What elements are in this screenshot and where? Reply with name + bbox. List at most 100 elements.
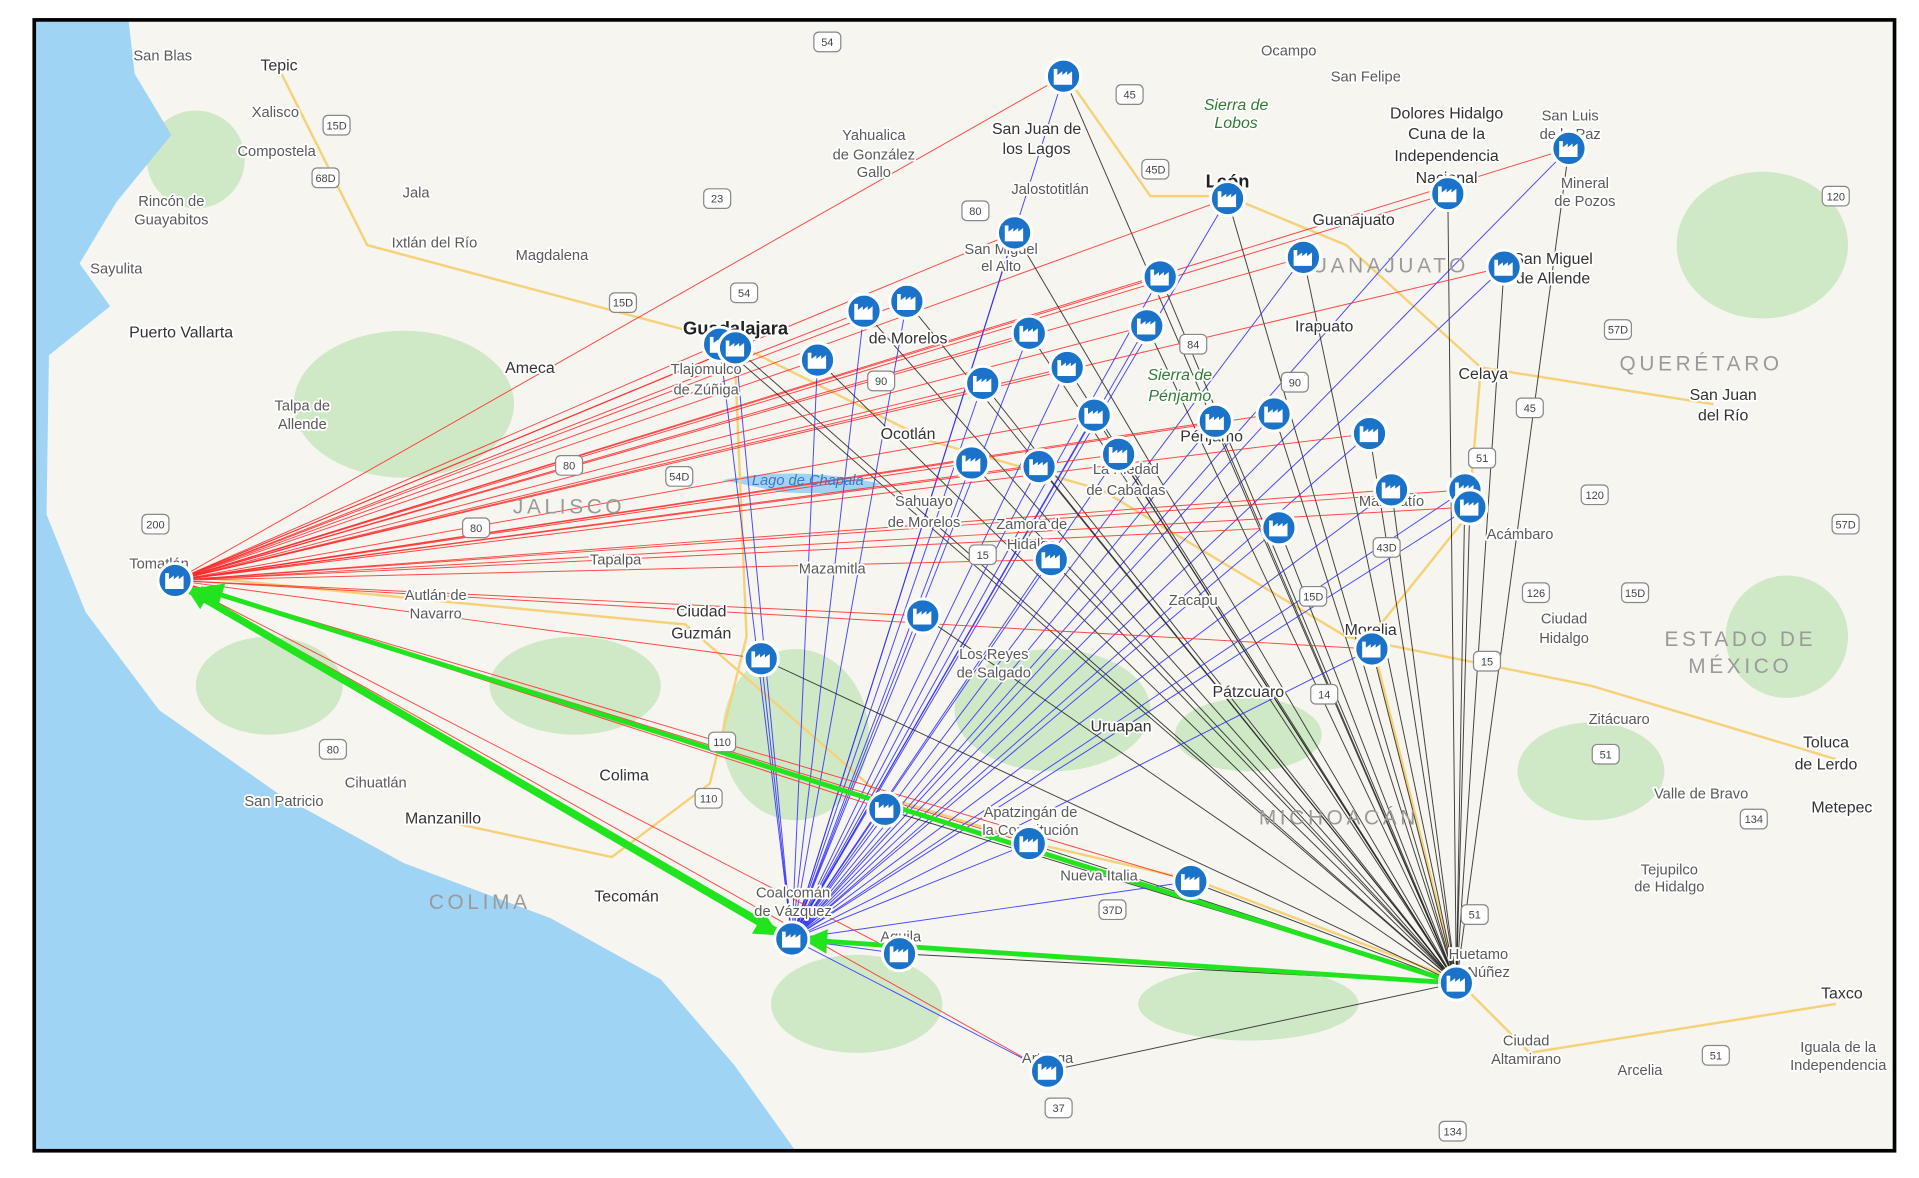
- place-label: de Morelos: [869, 331, 948, 348]
- place-label: Cihuatlán: [345, 775, 407, 791]
- road-shield: [1372, 536, 1401, 558]
- edge: [791, 266, 1505, 940]
- place-label: Pátzcuaro: [1213, 684, 1285, 701]
- factory-icon: [1285, 238, 1322, 276]
- edge: [791, 506, 1471, 940]
- road-number: 51: [1469, 910, 1481, 922]
- place-label: Irapuato: [1295, 318, 1354, 335]
- road-shield: [1603, 319, 1633, 340]
- edge: [791, 360, 819, 940]
- road-number: 80: [327, 744, 339, 756]
- road-number: 80: [563, 461, 575, 473]
- road-shield: [707, 731, 737, 753]
- place-label: COLIMA: [429, 891, 531, 914]
- road-shield: [1580, 484, 1609, 506]
- road-shield: [1310, 683, 1339, 705]
- edge: [735, 347, 1457, 984]
- place-label: Tejupilco: [1641, 862, 1698, 878]
- edge: [1455, 148, 1570, 984]
- factory-icon: [156, 562, 194, 599]
- factory-icon: [799, 341, 836, 379]
- road-number: 120: [1827, 191, 1845, 203]
- edge: [1302, 257, 1457, 984]
- edge: [817, 359, 1457, 984]
- road-shield: [1115, 84, 1144, 105]
- edge: [791, 489, 1392, 940]
- place-label: Apatzingán de: [984, 805, 1078, 821]
- place-label: Magdalena: [516, 248, 589, 264]
- edge: [1371, 648, 1457, 984]
- road-shield: [968, 544, 997, 566]
- edge: [174, 256, 1304, 581]
- factory-icon: [1010, 314, 1048, 352]
- road-shield: [311, 167, 340, 189]
- road-number: 110: [700, 793, 718, 805]
- factory-icon: [1010, 825, 1048, 862]
- place-label: Coalcomán: [756, 886, 830, 902]
- road-number: 80: [969, 206, 981, 218]
- place-label: Jala: [403, 186, 431, 202]
- road-number: 57D: [1608, 325, 1628, 337]
- place-label: MICHOACÁN: [1259, 807, 1419, 830]
- road-shield: [555, 454, 584, 476]
- place-label: Jalostotitlán: [1011, 182, 1088, 198]
- road-number: 51: [1600, 749, 1612, 761]
- place-label: Independencia: [1790, 1058, 1887, 1074]
- edge: [791, 489, 1466, 940]
- vegetation-patch: [293, 330, 515, 478]
- place-label: Guzmán: [671, 625, 731, 642]
- place-label: Altamirano: [1491, 1052, 1561, 1068]
- place-label: de Salgado: [957, 665, 1031, 681]
- factory-icon: [1260, 509, 1298, 547]
- factory-icon: [1209, 180, 1246, 217]
- road-number: 15D: [613, 298, 633, 310]
- place-label: Lobos: [1214, 115, 1257, 132]
- road-shield: [665, 466, 694, 487]
- edge: [174, 193, 1448, 581]
- place-label: Sahuayo: [895, 494, 953, 510]
- place-label: Talpa de: [275, 399, 330, 415]
- place-label: Colima: [599, 767, 649, 784]
- place-label: San Luis: [1542, 108, 1599, 124]
- place-label: Tepic: [260, 58, 297, 75]
- place-label: Navarro: [410, 607, 462, 623]
- factory-icon: [1032, 541, 1070, 578]
- vegetation-patch: [1676, 171, 1849, 319]
- road-shield: [1620, 582, 1650, 604]
- road-shield: [813, 31, 842, 53]
- road-number: 90: [875, 376, 887, 388]
- road-shield: [1472, 650, 1502, 672]
- edge: [174, 300, 908, 581]
- edge: [1273, 413, 1457, 984]
- place-label: Valle de Bravo: [1654, 786, 1748, 802]
- road-shield: [322, 114, 351, 136]
- road-number: 120: [1585, 490, 1603, 502]
- vegetation-patch: [771, 954, 943, 1053]
- place-label: Cuna de la: [1408, 126, 1485, 143]
- road-shield: [1521, 582, 1551, 604]
- factory-icon: [996, 214, 1033, 252]
- edge: [791, 843, 1030, 940]
- factory-icon: [1048, 349, 1086, 386]
- place-label: de Zúñiga: [674, 383, 740, 399]
- place-label: Ocotlán: [881, 426, 936, 443]
- edge: [1455, 489, 1466, 984]
- edge: [791, 383, 984, 940]
- edge: [719, 343, 1457, 984]
- edge: [1047, 982, 1457, 1072]
- road-number: 200: [146, 519, 164, 531]
- road-shield: [694, 787, 723, 809]
- road-shield: [1280, 371, 1309, 393]
- place-label: Acámbaro: [1487, 527, 1554, 543]
- place-label: de Vázquez: [754, 904, 832, 920]
- factory-icon: [888, 283, 926, 320]
- road-shield: [1468, 447, 1497, 469]
- factory-icon: [1196, 402, 1234, 440]
- edge: [174, 489, 1392, 581]
- edge: [174, 367, 1068, 581]
- place-label: Puerto Vallarta: [129, 324, 233, 341]
- ocean: [34, 19, 796, 1151]
- vegetation-patch: [1138, 967, 1359, 1041]
- road-shield: [1044, 1097, 1073, 1119]
- edge: [174, 489, 1465, 581]
